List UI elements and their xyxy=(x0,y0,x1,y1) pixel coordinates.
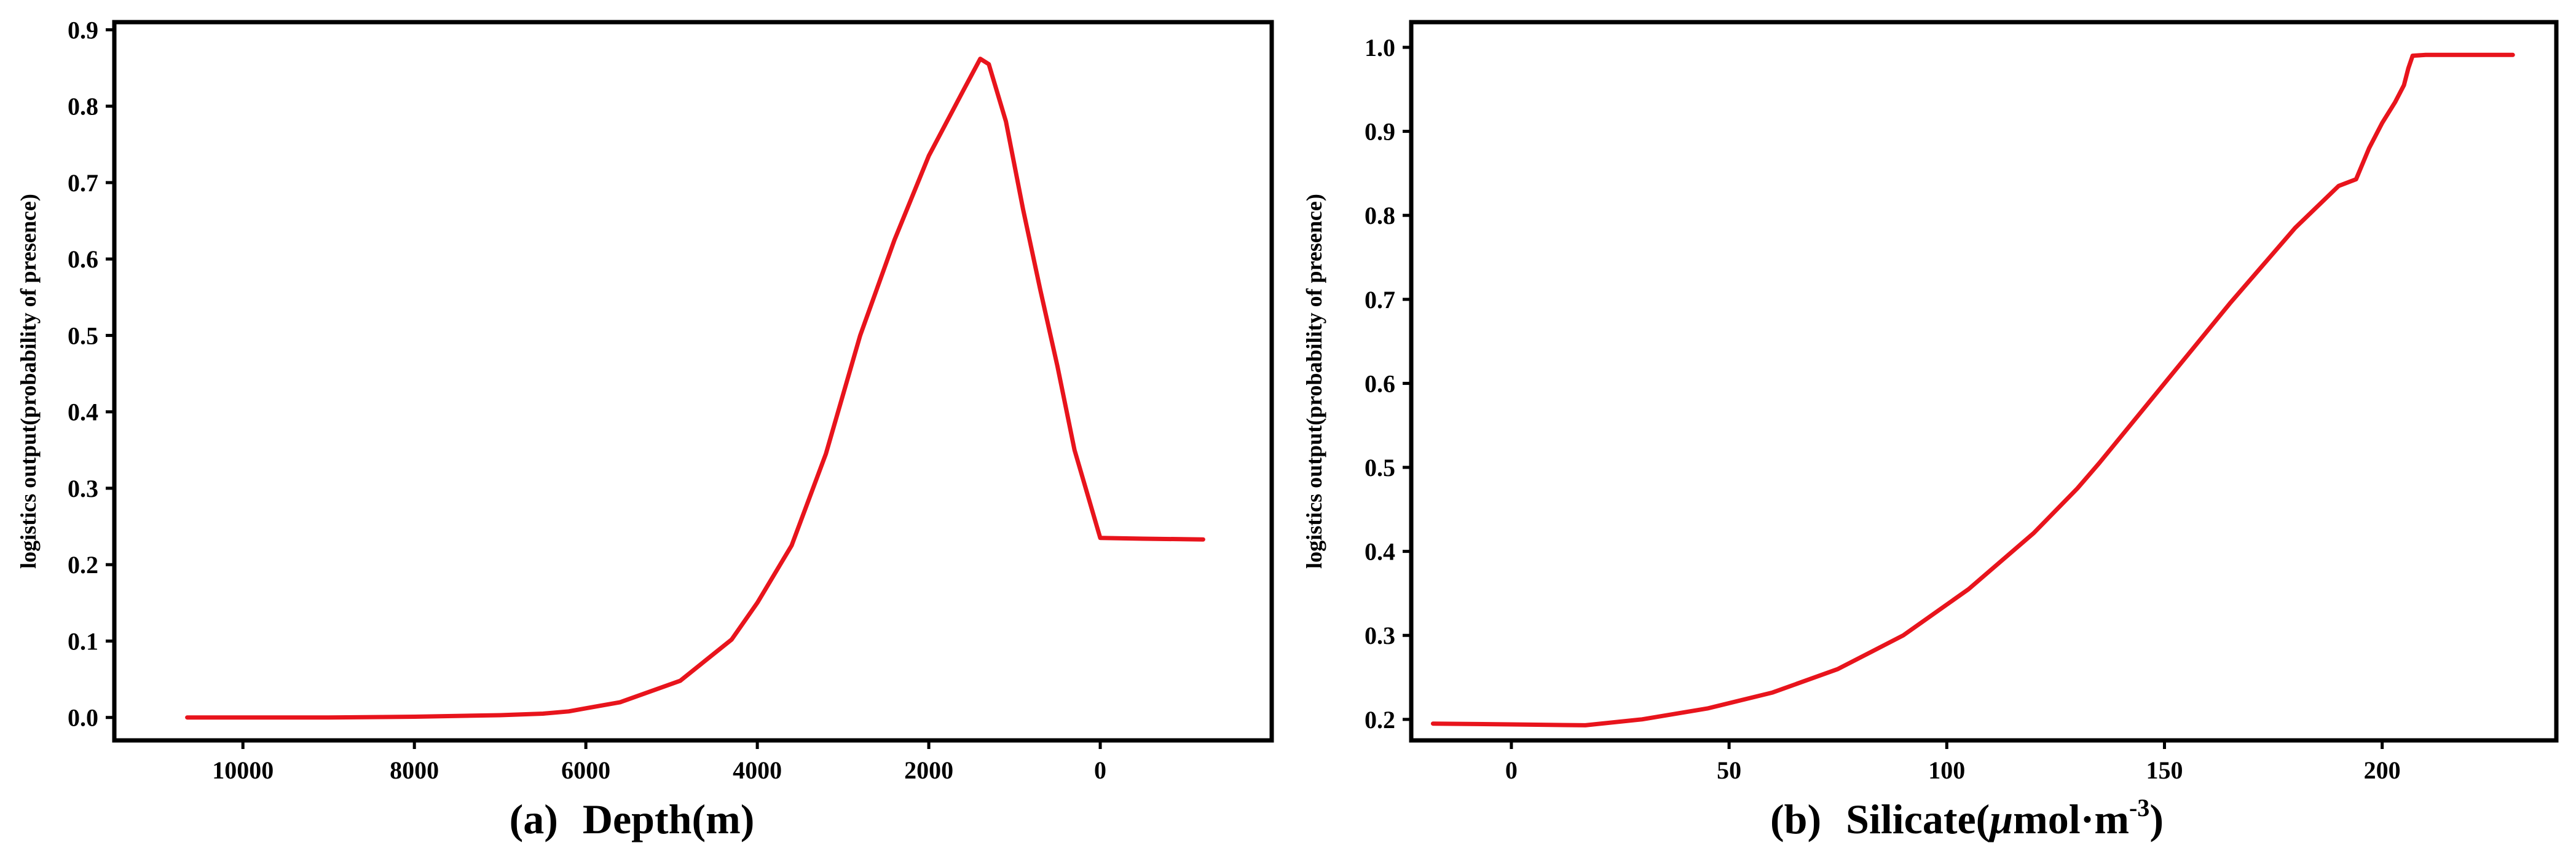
panel-b-y-tick-label: 0.7 xyxy=(1365,286,1395,314)
panel-b-x-axis-unit: mol·m xyxy=(2013,796,2129,842)
panel-b-y-tick-label: 1.0 xyxy=(1365,34,1395,61)
panel-a-x-tick-label: 6000 xyxy=(561,756,610,784)
panel-a-y-tick-label: 0.1 xyxy=(68,627,98,655)
panel-b-plot-frame xyxy=(1409,20,2559,743)
panel-b-y-tick-label: 0.6 xyxy=(1365,370,1395,397)
panel-b-x-tick-label: 50 xyxy=(1717,756,1741,784)
panel-a-y-tick-label: 0.2 xyxy=(68,551,98,579)
panel-b-y-tick-label: 0.3 xyxy=(1365,622,1395,649)
panel-a-x-axis: 10000 8000 6000 4000 2000 0 xyxy=(212,740,1106,784)
panel-b-x-axis-label: (b) Silicate(μmol·m-3) xyxy=(1770,794,2164,842)
panel-a-plot-frame xyxy=(112,20,1274,743)
panel-a-y-tick-label: 0.9 xyxy=(68,16,98,44)
panel-b-label: (b) xyxy=(1770,796,1821,842)
panel-a-y-axis: 0.0 0.1 0.2 0.3 0.4 0.5 0.6 0.7 0.8 0.9 xyxy=(68,16,114,732)
panel-a-x-axis-title: Depth(m) xyxy=(583,796,755,842)
panel-b-x-tick-label: 200 xyxy=(2364,756,2401,784)
panel-a-x-axis-label: (a) Depth(m) xyxy=(510,796,755,842)
panel-b-y-tick-label: 0.9 xyxy=(1365,118,1395,146)
panel-b-x-axis: 0 50 100 150 200 xyxy=(1505,740,2401,784)
panel-b-y-axis: 0.2 0.3 0.4 0.5 0.6 0.7 0.8 0.9 1.0 xyxy=(1365,34,1411,734)
panel-a-depth: 0.0 0.1 0.2 0.3 0.4 0.5 0.6 0.7 0.8 0.9 10000 8000… xyxy=(16,16,1274,842)
panel-a-x-tick-label: 10000 xyxy=(212,756,274,784)
panel-b-x-tick-label: 100 xyxy=(1928,756,1965,784)
panel-b-y-tick-label: 0.5 xyxy=(1365,454,1395,482)
panel-a-x-tick-label: 2000 xyxy=(904,756,953,784)
panel-b-x-axis-unit-mu: μ xyxy=(1988,796,2013,842)
panel-a-y-tick-label: 0.4 xyxy=(68,398,98,426)
panel-b-x-tick-label: 150 xyxy=(2146,756,2183,784)
panel-b-x-axis-title: Silicate( xyxy=(1846,796,1990,842)
panel-a-series-line xyxy=(185,57,1205,720)
panel-b-y-tick-label: 0.4 xyxy=(1365,538,1395,566)
panel-a-y-tick-label: 0.3 xyxy=(68,475,98,502)
panel-b-y-tick-label: 0.2 xyxy=(1365,706,1395,734)
panel-b-x-axis-close-paren: ) xyxy=(2149,796,2164,842)
panel-b-silicate: 0.2 0.3 0.4 0.5 0.6 0.7 0.8 0.9 1.0 0 50 100 150 200… xyxy=(1302,20,2559,842)
panel-b-y-tick-label: 0.8 xyxy=(1365,202,1395,229)
panel-b-x-tick-label: 0 xyxy=(1505,756,1518,784)
panel-a-x-tick-label: 4000 xyxy=(733,756,782,784)
panel-a-y-tick-label: 0.7 xyxy=(68,169,98,197)
panel-a-y-tick-label: 0.6 xyxy=(68,245,98,273)
panel-a-y-axis-label: logistics output(probability of presence… xyxy=(16,194,41,569)
panel-b-y-axis-label: logistics output(probability of presence… xyxy=(1302,194,1326,569)
panel-a-y-tick-label: 0.0 xyxy=(68,704,98,732)
panel-a-label: (a) xyxy=(510,796,558,842)
panel-a-x-tick-label: 0 xyxy=(1094,756,1106,784)
panel-a-y-tick-label: 0.8 xyxy=(68,93,98,121)
panel-b-series-line xyxy=(1430,52,2515,727)
panel-a-x-tick-label: 8000 xyxy=(390,756,439,784)
panel-b-x-axis-unit-exponent: -3 xyxy=(2129,794,2149,822)
panel-a-y-tick-label: 0.5 xyxy=(68,322,98,349)
